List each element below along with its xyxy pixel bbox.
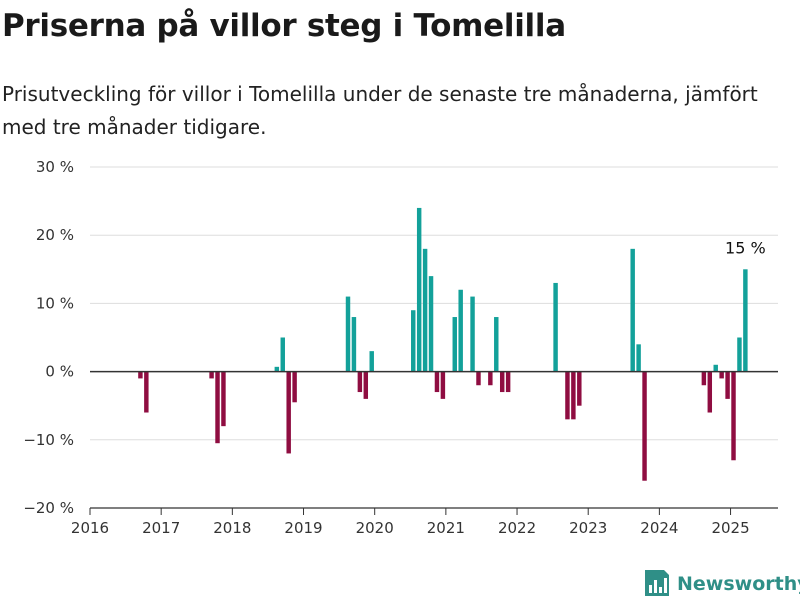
bar <box>286 371 291 454</box>
y-tick-label: 0 % <box>45 363 74 381</box>
bars <box>138 207 748 481</box>
bar <box>422 248 428 372</box>
bar <box>369 351 374 372</box>
axes <box>89 370 778 515</box>
bar <box>476 371 481 386</box>
bar <box>416 207 422 372</box>
bar <box>505 371 511 393</box>
chart-title: Priserna på villor steg i Tomelilla <box>2 8 566 44</box>
bar <box>707 371 713 413</box>
x-tick-label: 2022 <box>498 519 536 537</box>
x-tick-label: 2016 <box>71 519 109 537</box>
bar <box>553 282 558 372</box>
bar <box>642 371 647 481</box>
bar <box>577 371 582 406</box>
bar <box>731 371 736 461</box>
value-annotation: 15 % <box>725 238 766 257</box>
bar <box>737 337 742 372</box>
y-tick-label: −20 % <box>23 499 74 517</box>
x-tick-label: 2017 <box>142 519 180 537</box>
bar <box>138 371 143 379</box>
bar <box>215 371 220 444</box>
brand-name: Newsworthy <box>677 573 800 595</box>
bar <box>209 371 214 379</box>
x-tick-label: 2019 <box>284 519 322 537</box>
bar <box>292 371 297 403</box>
bar <box>357 371 363 393</box>
bar <box>428 276 434 372</box>
bar <box>434 371 440 393</box>
bar <box>743 269 748 372</box>
bar <box>565 371 570 420</box>
bar <box>452 317 457 372</box>
bar <box>280 337 285 372</box>
x-tick-label: 2025 <box>711 519 749 537</box>
bar <box>713 364 718 372</box>
bar <box>351 317 357 372</box>
x-tick-label: 2023 <box>569 519 607 537</box>
bar <box>274 366 280 372</box>
bar <box>725 371 730 399</box>
brand-logo: Newsworthy <box>644 567 800 601</box>
y-tick-label: 20 % <box>36 226 74 244</box>
bar <box>440 371 446 399</box>
bar <box>221 371 226 427</box>
x-tick-label: 2018 <box>213 519 251 537</box>
y-tick-label: −10 % <box>23 431 74 449</box>
bar <box>345 296 351 372</box>
bar <box>494 317 499 372</box>
bar <box>636 344 641 372</box>
bar <box>458 289 463 372</box>
bar <box>499 371 505 393</box>
newsworthy-logo-icon <box>644 567 670 601</box>
bar <box>144 371 149 413</box>
bar <box>719 371 724 379</box>
y-tick-label: 30 % <box>36 158 74 176</box>
y-tick-label: 10 % <box>36 294 74 312</box>
x-tick-label: 2020 <box>356 519 394 537</box>
bar <box>630 248 635 372</box>
bar <box>571 371 576 420</box>
bar <box>470 296 475 372</box>
x-tick-label: 2021 <box>427 519 465 537</box>
bar <box>701 371 707 386</box>
bar <box>411 310 416 372</box>
gridlines <box>90 166 778 441</box>
tick-labels: 30 % 20 % 10 % 0 % −10 % −20 % 2016 2017 2018 201… <box>23 158 765 537</box>
bar <box>488 371 493 386</box>
bar <box>363 371 369 399</box>
x-tick-label: 2024 <box>640 519 678 537</box>
chart-subtitle: Prisutveckling för villor i Tomelilla un… <box>2 82 758 139</box>
